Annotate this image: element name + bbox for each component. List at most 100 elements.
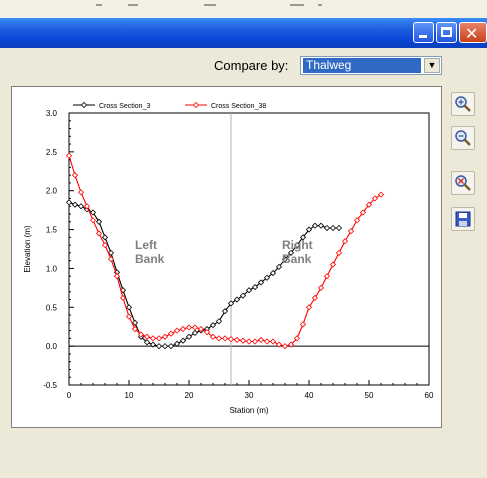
data-point xyxy=(239,337,247,344)
data-point xyxy=(317,284,325,291)
y-tick-label: 2.0 xyxy=(46,187,58,196)
data-point xyxy=(107,256,115,263)
data-point xyxy=(173,340,181,347)
chevron-down-icon[interactable]: ▼ xyxy=(424,58,440,73)
legend-marker-2 xyxy=(192,101,200,109)
data-point xyxy=(95,218,103,225)
legend-label-1: Cross Section_3 xyxy=(99,103,150,110)
data-point xyxy=(335,249,343,256)
x-tick-label: 40 xyxy=(305,391,314,400)
close-button[interactable]: ✕ xyxy=(459,22,487,43)
y-axis-label: Elevation (m) xyxy=(23,225,32,272)
data-point xyxy=(149,341,157,348)
bank-annotation-2: Right xyxy=(282,238,313,252)
data-point xyxy=(89,217,97,224)
data-point xyxy=(155,335,163,342)
data-point xyxy=(329,224,337,232)
data-point xyxy=(263,274,271,281)
data-point xyxy=(323,224,331,232)
data-point xyxy=(233,296,241,303)
data-point xyxy=(251,338,259,345)
y-tick-label: 2.5 xyxy=(46,148,58,157)
compare-by-selected-value: Thalweg xyxy=(303,58,421,73)
close-icon: ✕ xyxy=(465,24,479,43)
maximize-button[interactable] xyxy=(436,22,457,43)
data-point xyxy=(77,189,85,196)
y-tick-label: 3.0 xyxy=(46,109,58,118)
data-point xyxy=(131,325,139,333)
data-point xyxy=(185,324,193,331)
data-point xyxy=(353,217,361,224)
data-point xyxy=(269,338,277,345)
data-point xyxy=(221,335,229,342)
x-tick-label: 50 xyxy=(365,391,374,400)
data-point xyxy=(143,339,151,346)
data-point xyxy=(341,238,349,245)
data-point xyxy=(329,261,337,268)
data-point xyxy=(281,256,289,263)
y-tick-label: 1.0 xyxy=(46,264,58,273)
cross-section-chart: 0 10 20 30 40 50 60 -0.5 0.0 0.5 1.0 1.5 2.0 2.5 3.0 St… xyxy=(23,101,434,415)
data-point xyxy=(191,324,199,331)
data-point xyxy=(161,343,169,350)
compare-by-dropdown[interactable]: Thalweg ▼ xyxy=(300,56,442,75)
data-point xyxy=(305,304,313,311)
data-point xyxy=(359,209,367,216)
x-tick-label: 20 xyxy=(185,391,194,400)
data-point xyxy=(299,234,307,241)
zoom-in-button[interactable] xyxy=(451,92,475,116)
background-window-strip xyxy=(0,0,487,18)
bank-annotation-2: Bank xyxy=(282,252,312,266)
data-point xyxy=(83,203,91,210)
data-point xyxy=(323,273,331,280)
data-point xyxy=(179,325,187,333)
zoom-in-icon xyxy=(455,96,471,112)
data-point xyxy=(191,329,199,336)
minimize-button[interactable] xyxy=(413,22,434,43)
zoom-out-button[interactable] xyxy=(451,126,475,150)
data-point xyxy=(95,230,103,237)
x-tick-label: 10 xyxy=(125,391,134,400)
data-point xyxy=(347,228,355,235)
data-point xyxy=(221,308,229,315)
data-point xyxy=(293,242,301,249)
data-point xyxy=(203,329,211,336)
y-tick-label: 0.0 xyxy=(46,342,58,351)
data-point xyxy=(77,203,85,210)
save-icon xyxy=(455,211,471,227)
y-tick-label: 1.5 xyxy=(46,226,58,235)
data-point xyxy=(173,327,181,334)
data-point xyxy=(143,333,151,340)
zoom-reset-icon xyxy=(455,175,471,191)
bank-annotation-1: Left xyxy=(135,238,157,252)
y-tick-label: 0.5 xyxy=(46,303,58,312)
zoom-reset-button[interactable] xyxy=(451,171,475,195)
data-point xyxy=(125,313,133,320)
data-point xyxy=(119,287,127,294)
data-point xyxy=(149,335,157,342)
chart-frame: 0 10 20 30 40 50 60 -0.5 0.0 0.5 1.0 1.5 2.0 2.5 3.0 St… xyxy=(11,86,442,428)
data-point xyxy=(179,337,187,344)
data-point xyxy=(167,343,175,350)
data-point xyxy=(287,341,295,348)
data-point xyxy=(263,338,271,345)
data-point xyxy=(161,333,169,340)
data-point xyxy=(155,343,163,350)
data-point xyxy=(65,152,73,159)
data-point xyxy=(101,234,109,241)
legend-label-2: Cross Section_38 xyxy=(211,103,266,110)
data-point xyxy=(101,242,109,249)
data-point xyxy=(311,294,319,302)
save-button[interactable] xyxy=(451,207,475,231)
data-point xyxy=(293,335,301,342)
bank-annotation-1: Bank xyxy=(135,252,165,266)
data-point xyxy=(227,300,235,307)
title-bar[interactable]: ✕ xyxy=(0,18,487,48)
data-point xyxy=(215,335,223,342)
data-point xyxy=(275,263,283,270)
data-point xyxy=(89,209,97,216)
data-point xyxy=(125,304,133,311)
data-point xyxy=(275,341,283,348)
series-line-1 xyxy=(68,201,339,347)
data-point xyxy=(311,222,319,229)
